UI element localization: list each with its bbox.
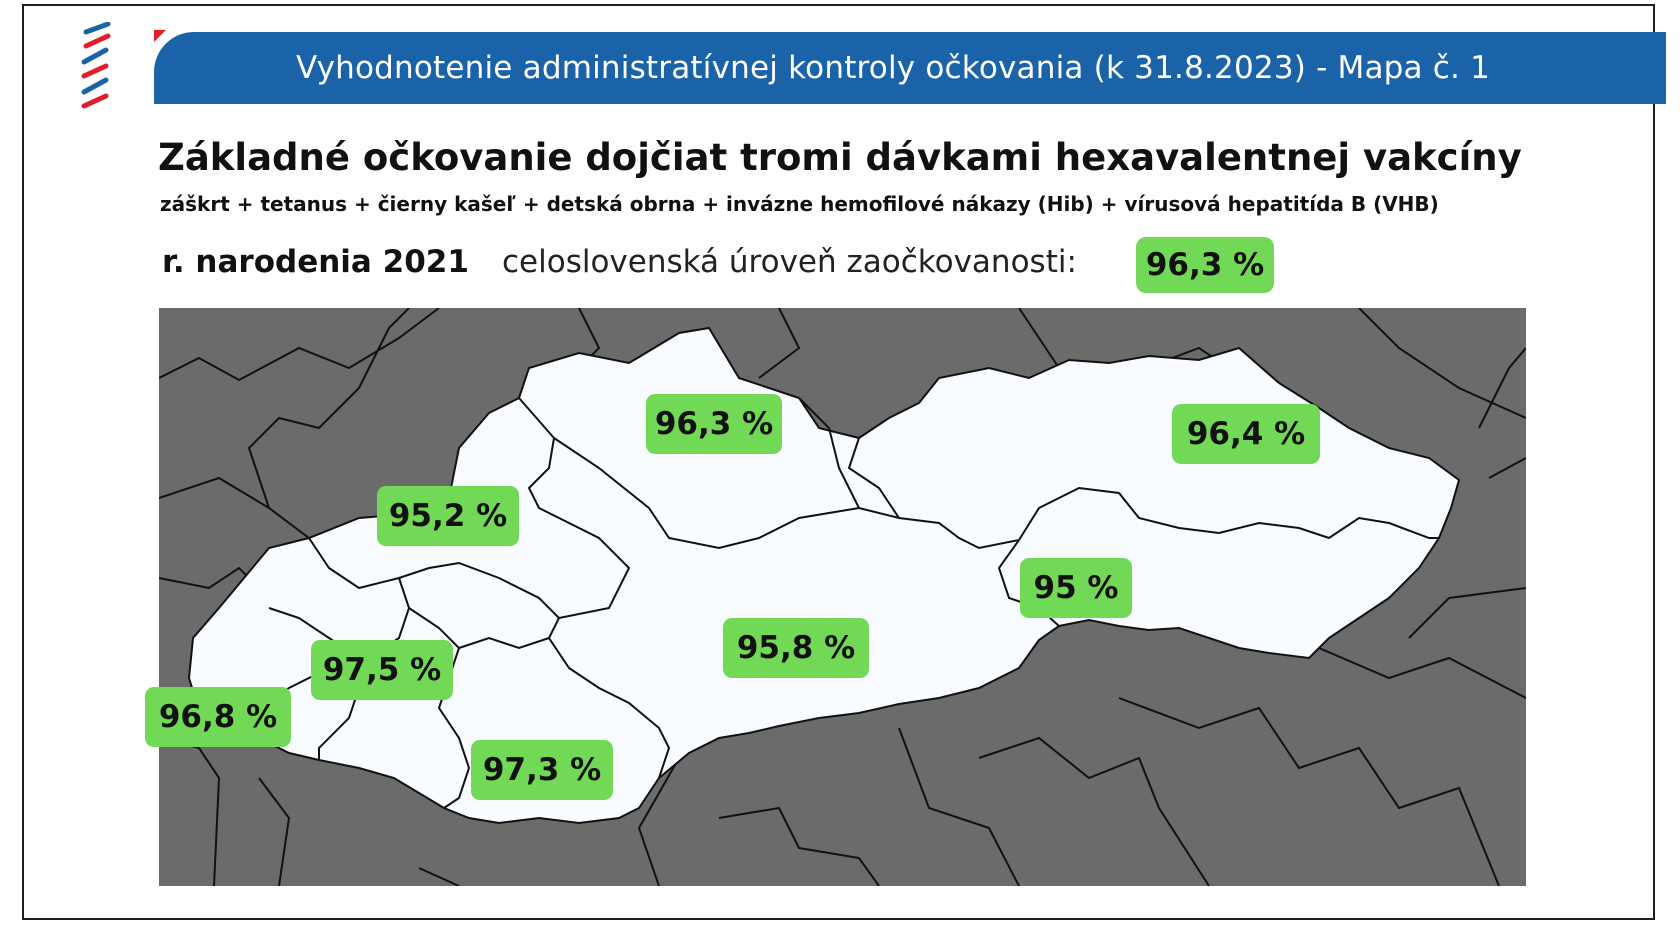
banner-accent bbox=[154, 30, 166, 42]
banner-title: Vyhodnotenie administratívnej kontroly o… bbox=[296, 50, 1491, 86]
birth-year-label: r. narodenia 2021 bbox=[162, 244, 469, 280]
region-badge-trencin: 95,2 % bbox=[377, 486, 519, 546]
region-badge-nitra: 97,3 % bbox=[471, 740, 613, 800]
national-level-label: celoslovenská úroveň zaočkovanosti: bbox=[502, 244, 1077, 280]
region-badge-trnava: 97,5 % bbox=[311, 640, 453, 700]
region-badge-zilina: 96,3 % bbox=[646, 394, 782, 454]
header-banner: Vyhodnotenie administratívnej kontroly o… bbox=[154, 32, 1666, 104]
slovakia-map: 96,3 % 96,4 % 95,2 % 95 % 95,8 % 97,5 % … bbox=[145, 308, 1526, 886]
region-badge-presov: 96,4 % bbox=[1172, 404, 1320, 464]
region-badge-kosice: 95 % bbox=[1020, 558, 1132, 618]
national-level-badge: 96,3 % bbox=[1136, 237, 1274, 293]
page-title: Základné očkovanie dojčiat tromi dávkami… bbox=[158, 136, 1522, 179]
logo-icon bbox=[81, 22, 111, 109]
map-svg bbox=[159, 308, 1526, 886]
slovakia-outline bbox=[187, 326, 1461, 825]
page-subtitle: záškrt + tetanus + čierny kašeľ + detská… bbox=[160, 192, 1439, 216]
region-badge-bratislava: 96,8 % bbox=[145, 687, 291, 747]
region-badge-banska-bystrica: 95,8 % bbox=[723, 618, 869, 678]
